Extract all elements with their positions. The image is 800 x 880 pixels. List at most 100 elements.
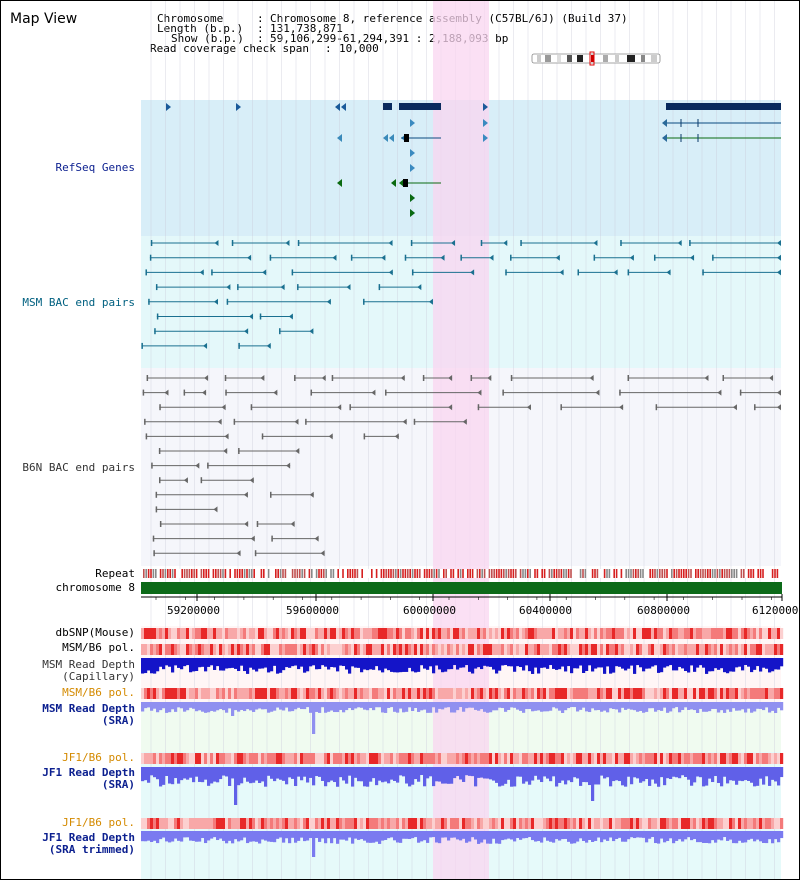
gene-arrow (236, 103, 241, 111)
heat-cell (222, 688, 226, 699)
b6n-pair-end (777, 404, 781, 411)
depth-bar (318, 831, 322, 842)
depth-bar (369, 831, 373, 843)
depth-bar (363, 702, 367, 710)
heat-cell (441, 628, 445, 639)
b6n-pair-end (145, 433, 148, 440)
heat-cell (183, 688, 187, 699)
depth-bar (204, 767, 208, 780)
repeat-mark (683, 569, 685, 578)
heat-cell (687, 628, 691, 639)
repeat-mark (733, 569, 735, 578)
depth-bar (423, 767, 427, 787)
depth-bar (504, 658, 508, 666)
depth-bar (216, 767, 220, 783)
heat-cell (378, 628, 382, 639)
depth-bar (282, 658, 286, 671)
depth-bar (441, 702, 445, 710)
b6n-pair-end (159, 404, 161, 411)
depth-bar (483, 831, 487, 840)
depth-bar (669, 658, 673, 666)
heat-cell (552, 644, 556, 655)
heat-cell (687, 753, 691, 764)
depth-bar (300, 767, 304, 781)
depth-bar (597, 702, 601, 711)
depth-bar (375, 831, 379, 842)
heat-cell (297, 688, 301, 699)
depth-bar (252, 702, 256, 712)
heat-cell (342, 644, 346, 655)
repeat-mark (558, 569, 560, 578)
heat-cell (717, 628, 721, 639)
heat-cell (534, 644, 538, 655)
repeat-mark (723, 569, 726, 578)
depth-bar (162, 767, 166, 785)
heat-cell (729, 753, 733, 764)
heat-cell (615, 753, 619, 764)
depth-bar (156, 658, 160, 672)
depth-bar (150, 658, 154, 674)
depth-bar (462, 702, 466, 712)
depth-bar (549, 767, 553, 782)
heat-cell (471, 753, 475, 764)
depth-bar (708, 831, 712, 844)
depth-bar (315, 702, 319, 712)
heat-cell (651, 644, 655, 655)
heat-cell (159, 644, 163, 655)
b6n-pair-end (286, 462, 291, 469)
heat-cell (306, 818, 310, 829)
msm-pair-end (677, 240, 682, 246)
depth-bar (588, 831, 592, 840)
heat-cell (303, 753, 307, 764)
repeat-mark (603, 569, 606, 578)
heat-cell (429, 753, 433, 764)
b6n-pair-end (153, 550, 155, 557)
heat-cell (381, 644, 385, 655)
heat-cell (753, 688, 757, 699)
heat-cell (666, 644, 670, 655)
depth-bar (267, 831, 271, 842)
depth-bar (696, 767, 700, 777)
depth-bar (162, 831, 166, 838)
heat-cell (390, 628, 394, 639)
heat-cell (708, 753, 712, 764)
depth-bar (288, 658, 292, 668)
depth-bar (468, 767, 472, 776)
gene-arrow (337, 134, 342, 142)
depth-bar (489, 658, 493, 667)
heat-cell (219, 688, 223, 699)
heat-cell (321, 688, 325, 699)
depth-bar (399, 831, 403, 843)
repeat-mark (162, 569, 164, 578)
heat-cell (699, 644, 703, 655)
heat-cell (531, 818, 535, 829)
depth-bar (660, 702, 664, 711)
depth-bar (507, 658, 511, 667)
heat-cell (768, 753, 772, 764)
heat-cell (261, 628, 265, 639)
depth-bar (429, 831, 433, 838)
depth-bar (582, 702, 586, 708)
depth-bar (642, 658, 646, 672)
msm-pair-end (279, 328, 281, 335)
b6n-pair-end (371, 389, 376, 396)
heat-cell (258, 818, 262, 829)
depth-bar (495, 831, 499, 844)
heat-cell (411, 644, 415, 655)
depth-bar (261, 658, 265, 669)
heat-cell (333, 753, 337, 764)
heat-cell (600, 628, 604, 639)
repeat-mark (450, 569, 452, 578)
heat-cell (606, 753, 610, 764)
depth-bar (621, 767, 625, 786)
depth-bar (672, 767, 676, 777)
depth-bar (453, 702, 457, 713)
heat-cell (750, 688, 754, 699)
heat-cell (480, 644, 484, 655)
depth-bar (693, 767, 697, 783)
heat-cell (546, 644, 550, 655)
heat-cell (405, 753, 409, 764)
depth-bar (267, 702, 271, 713)
repeat-mark (529, 569, 531, 578)
